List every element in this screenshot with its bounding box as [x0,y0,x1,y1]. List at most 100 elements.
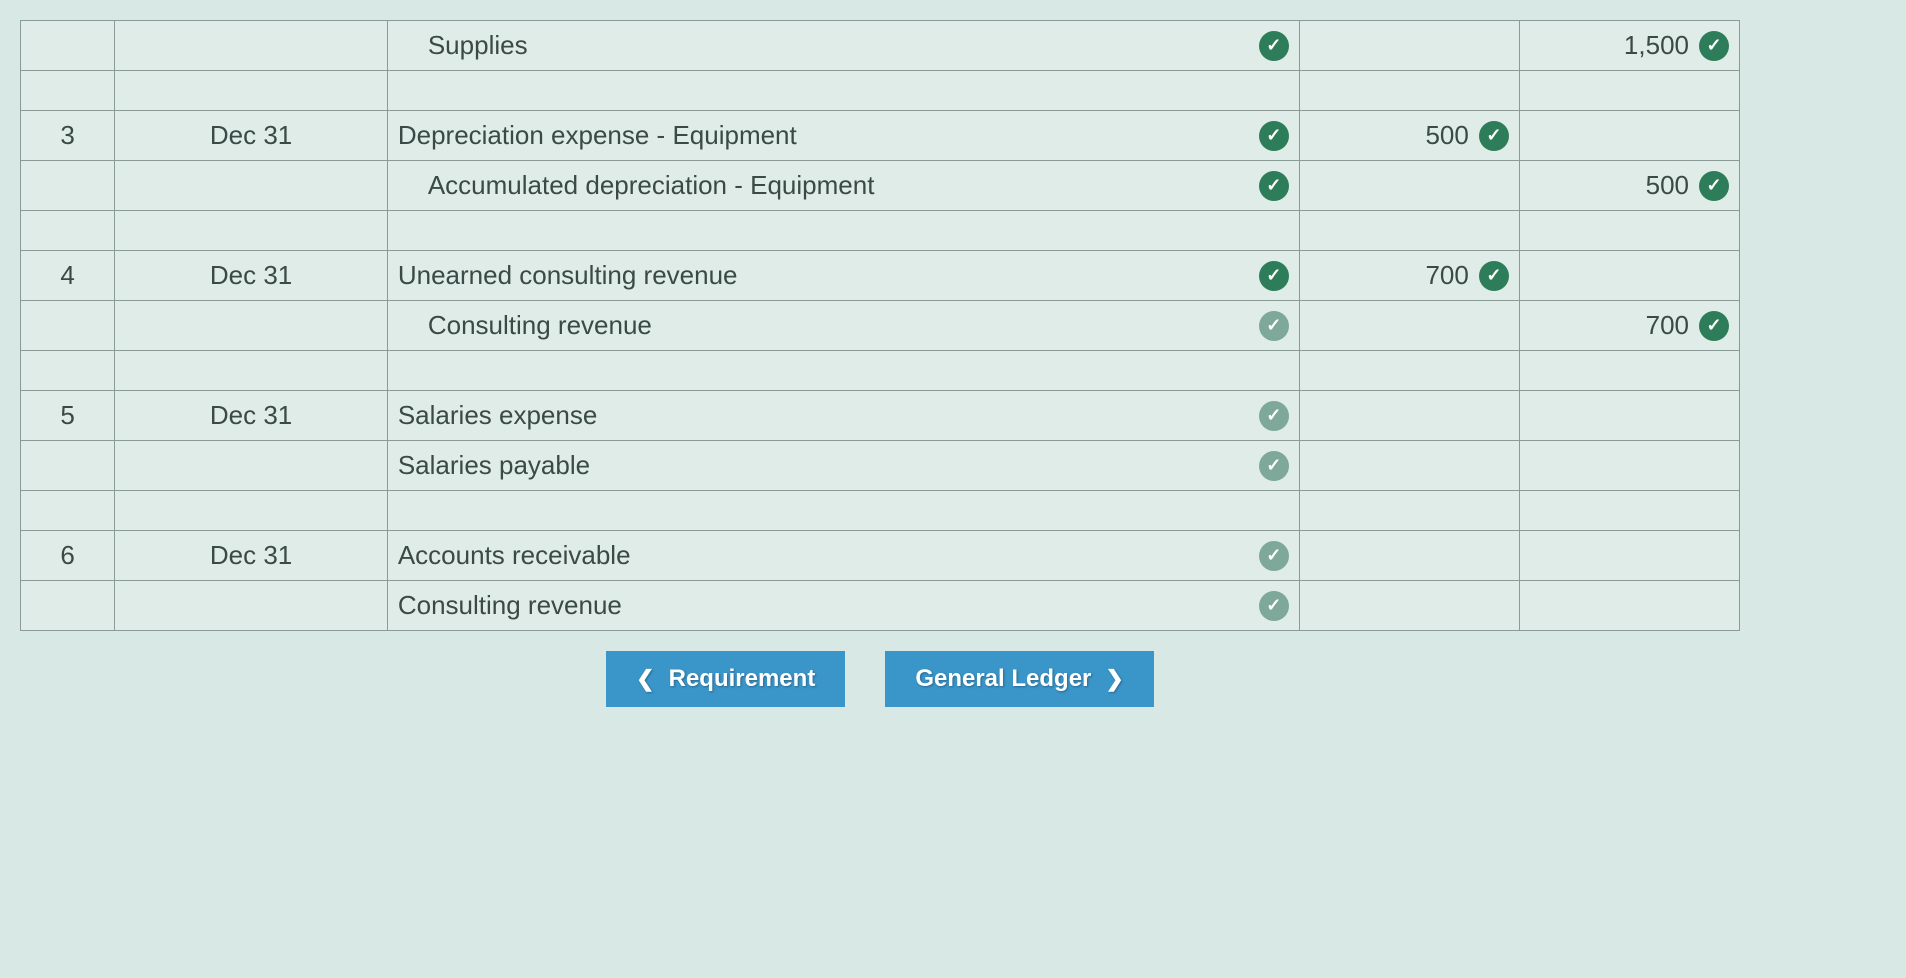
credit-cell[interactable] [1519,391,1739,441]
entry-date: Dec 31 [115,531,388,581]
account-cell[interactable]: Accumulated depreciation - Equipment✓ [387,161,1299,211]
account-cell[interactable]: Consulting revenue✓ [387,581,1299,631]
account-name[interactable]: Consulting revenue [398,310,1253,341]
entry-number [21,21,115,71]
account-name[interactable]: Supplies [398,30,1253,61]
entry-number: 3 [21,111,115,161]
debit-cell[interactable] [1299,161,1519,211]
credit-cell[interactable]: 700 ✓ [1519,301,1739,351]
debit-cell[interactable] [1299,531,1519,581]
account-name[interactable]: Consulting revenue [398,590,1253,621]
prev-button-label: Requirement [669,665,816,693]
entry-number [21,161,115,211]
cell-empty [1299,351,1519,391]
table-row: Consulting revenue✓ [21,581,1740,631]
entry-date [115,161,388,211]
cell-empty [21,211,115,251]
entry-date: Dec 31 [115,111,388,161]
entry-date: Dec 31 [115,391,388,441]
account-name[interactable]: Accounts receivable [398,540,1253,571]
table-row: 4Dec 31Unearned consulting revenue✓700✓ [21,251,1740,301]
cell-empty [21,491,115,531]
cell-empty [115,211,388,251]
prev-requirement-button[interactable]: ❮ Requirement [606,651,845,707]
credit-cell[interactable]: 1,500 ✓ [1519,21,1739,71]
entry-number [21,441,115,491]
account-cell[interactable]: Consulting revenue✓ [387,301,1299,351]
table-row: Accumulated depreciation - Equipment✓500… [21,161,1740,211]
credit-amount[interactable]: 1,500 [1624,30,1689,61]
check-icon: ✓ [1259,541,1289,571]
cell-empty [1519,351,1739,391]
cell-empty [387,351,1299,391]
entry-date [115,441,388,491]
account-name[interactable]: Salaries expense [398,400,1253,431]
check-icon: ✓ [1479,121,1509,151]
debit-amount[interactable]: 500 [1425,120,1468,151]
credit-cell[interactable] [1519,111,1739,161]
entry-number [21,301,115,351]
account-cell[interactable]: Supplies✓ [387,21,1299,71]
account-name[interactable]: Salaries payable [398,450,1253,481]
cell-empty [1299,71,1519,111]
check-icon: ✓ [1259,401,1289,431]
credit-amount[interactable]: 500 [1646,170,1689,201]
check-icon: ✓ [1259,171,1289,201]
next-button-label: General Ledger [915,665,1091,693]
check-icon: ✓ [1259,591,1289,621]
account-name[interactable]: Depreciation expense - Equipment [398,120,1253,151]
spacer-row [21,211,1740,251]
cell-empty [1299,211,1519,251]
entry-date [115,581,388,631]
cell-empty [1519,71,1739,111]
spacer-row [21,351,1740,391]
cell-empty [115,491,388,531]
spacer-row [21,491,1740,531]
account-cell[interactable]: Unearned consulting revenue✓ [387,251,1299,301]
account-name[interactable]: Unearned consulting revenue [398,260,1253,291]
table-row: Consulting revenue✓ 700 ✓ [21,301,1740,351]
check-icon: ✓ [1699,311,1729,341]
cell-empty [1519,211,1739,251]
cell-empty [21,351,115,391]
credit-amount[interactable]: 700 [1646,310,1689,341]
account-cell[interactable]: Salaries expense✓ [387,391,1299,441]
account-cell[interactable]: Salaries payable✓ [387,441,1299,491]
table-row: 3Dec 31Depreciation expense - Equipment✓… [21,111,1740,161]
check-icon: ✓ [1259,261,1289,291]
debit-cell[interactable] [1299,391,1519,441]
debit-cell[interactable] [1299,441,1519,491]
journal-table: Supplies✓1,500✓3Dec 31Depreciation expen… [20,20,1740,631]
credit-cell[interactable] [1519,251,1739,301]
account-name[interactable]: Accumulated depreciation - Equipment [398,170,1253,201]
account-cell[interactable]: Accounts receivable✓ [387,531,1299,581]
entry-number: 4 [21,251,115,301]
entry-date: Dec 31 [115,251,388,301]
debit-amount[interactable]: 700 [1425,260,1468,291]
credit-cell[interactable] [1519,441,1739,491]
credit-cell[interactable] [1519,581,1739,631]
credit-cell[interactable] [1519,531,1739,581]
entry-number: 5 [21,391,115,441]
chevron-left-icon: ❮ [636,666,654,692]
credit-cell[interactable]: 500 ✓ [1519,161,1739,211]
cell-empty [1519,491,1739,531]
check-icon: ✓ [1699,31,1729,61]
cell-empty [387,211,1299,251]
spacer-row [21,71,1740,111]
debit-cell[interactable]: 500 ✓ [1299,111,1519,161]
check-icon: ✓ [1699,171,1729,201]
next-general-ledger-button[interactable]: General Ledger ❯ [885,651,1154,707]
debit-cell[interactable] [1299,581,1519,631]
entry-number: 6 [21,531,115,581]
account-cell[interactable]: Depreciation expense - Equipment✓ [387,111,1299,161]
check-icon: ✓ [1259,31,1289,61]
debit-cell[interactable]: 700✓ [1299,251,1519,301]
entry-number [21,581,115,631]
debit-cell[interactable] [1299,21,1519,71]
cell-empty [115,351,388,391]
debit-cell[interactable] [1299,301,1519,351]
nav-button-row: ❮ Requirement General Ledger ❯ [20,651,1740,707]
check-icon: ✓ [1259,451,1289,481]
table-row: Salaries payable✓ [21,441,1740,491]
